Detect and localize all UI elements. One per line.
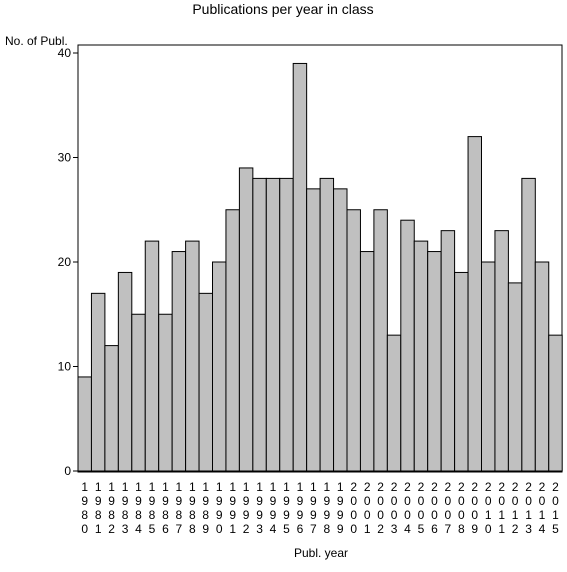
- bar-1991: [225, 209, 240, 472]
- bar-1993: [252, 177, 267, 472]
- bar-2002: [373, 209, 388, 472]
- bar-1985: [144, 240, 160, 472]
- bar-1984: [131, 313, 146, 472]
- y-axis-label: No. of Publ.: [5, 34, 68, 48]
- bar-1999: [333, 188, 348, 472]
- y-tick-label: 0: [64, 464, 71, 478]
- bar-1989: [198, 292, 214, 472]
- bar-2015: [548, 334, 563, 472]
- y-axis-ticks: 0 10 20 30 40: [58, 46, 78, 478]
- bar-2005: [413, 240, 429, 472]
- y-tick-label: 40: [58, 46, 72, 60]
- bar-2008: [454, 271, 469, 472]
- y-tick-label: 20: [58, 255, 72, 269]
- bar-2010: [481, 261, 496, 472]
- bar-1988: [185, 240, 200, 472]
- bar-1997: [306, 188, 321, 472]
- x-axis-label: Publ. year: [294, 546, 348, 560]
- bar-2001: [359, 251, 375, 472]
- bar-1983: [117, 271, 133, 472]
- bar-1992: [238, 167, 254, 472]
- bars-group: [77, 62, 563, 472]
- y-tick-label: 10: [58, 360, 72, 374]
- bar-1994: [265, 177, 281, 472]
- chart-title: Publications per year in class: [192, 1, 373, 17]
- bar-1982: [104, 345, 119, 472]
- bar-2009: [467, 136, 482, 472]
- bar-2007: [440, 230, 456, 472]
- bar-1996: [292, 62, 308, 472]
- bar-2012: [507, 282, 523, 472]
- bar-1980: [77, 376, 92, 472]
- bar-2003: [386, 334, 402, 472]
- x-axis-ticks: 1 9 8 0 1 9 8 1 1 9 8 2 1 9 8 3 1 9 8 4 1 9 8 5 1 9 8 6 1 9 8 7 1 9 8 8 1 9 8 9…: [81, 480, 559, 536]
- bar-2014: [534, 261, 550, 472]
- bar-2004: [400, 219, 415, 472]
- bar-1987: [171, 251, 187, 472]
- bar-1998: [319, 177, 335, 472]
- bar-2013: [521, 177, 536, 472]
- bar-2006: [427, 251, 442, 472]
- bar-1986: [158, 313, 173, 472]
- bar-1990: [212, 261, 227, 472]
- bar-2000: [346, 209, 361, 472]
- bar-1995: [279, 177, 294, 472]
- bar-1981: [90, 292, 106, 472]
- y-tick-label: 30: [58, 151, 72, 165]
- plot-area-frame: [77, 44, 563, 473]
- bar-2011: [494, 230, 509, 472]
